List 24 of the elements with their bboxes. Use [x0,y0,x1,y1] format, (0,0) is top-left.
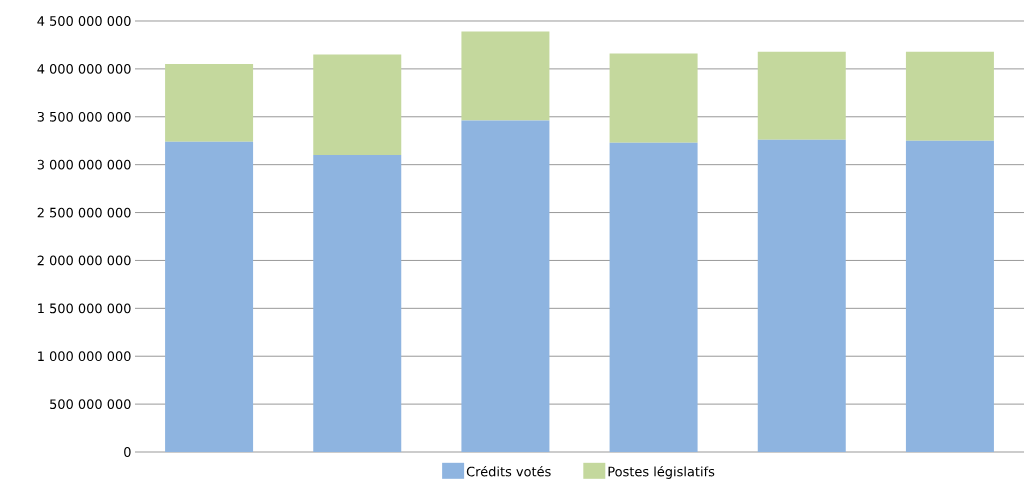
bar [905,51,994,141]
y-tick-label: 3 500 000 000 [37,111,131,122]
bar [165,141,254,452]
y-tick-label: 500 000 000 [50,399,131,410]
y-tick-label: 3 000 000 000 [37,159,131,170]
bar [757,139,846,452]
y-tick-label: 0 [124,447,131,457]
bar [905,140,994,452]
bar [757,51,846,140]
bar [313,155,402,452]
bar [461,31,550,121]
y-tick-label: 4 000 000 000 [37,63,131,74]
y-tick-label: 1 500 000 000 [38,303,131,314]
y-tick-label: 2 000 000 000 [37,255,131,266]
y-tick-label: 2 500 000 000 [37,207,131,218]
y-tick-label: 1 000 000 000 [38,351,131,362]
bar [165,64,254,142]
y-tick-label: 4 500 000 000 [37,16,131,26]
legend-label: Postes législatifs [608,465,715,479]
bar [313,54,402,156]
legend-label: Crédits votés [466,465,551,477]
bar [609,53,698,143]
bar [461,120,550,452]
bar [609,142,698,452]
